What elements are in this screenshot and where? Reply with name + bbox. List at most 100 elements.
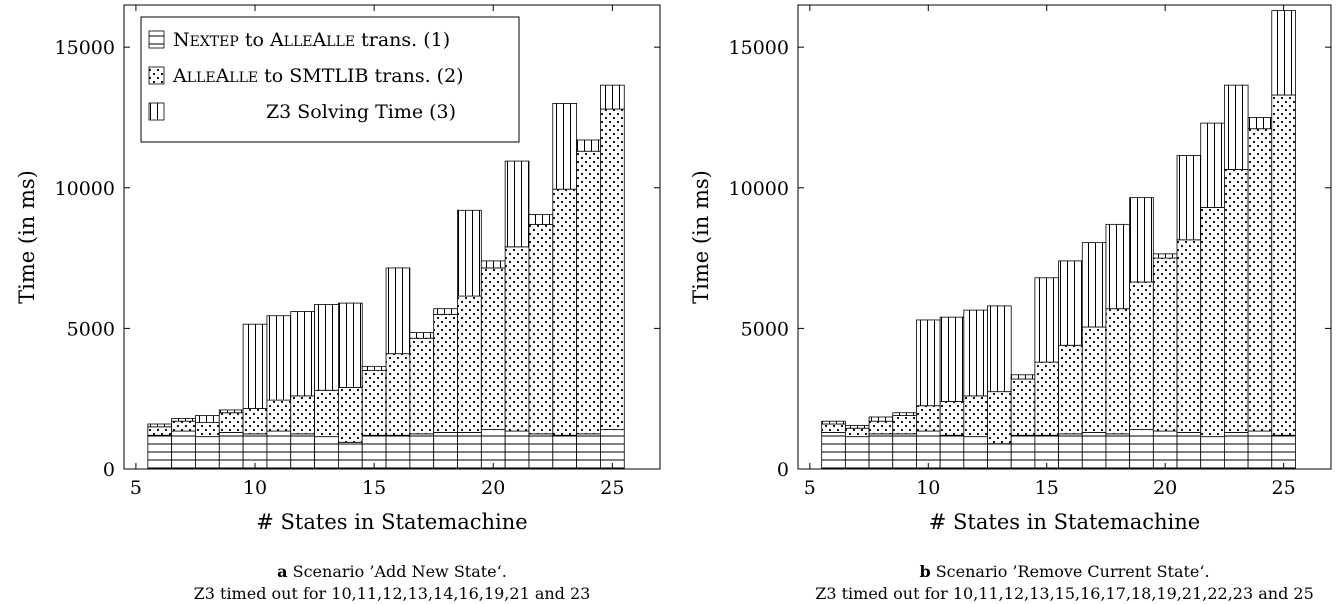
bar-segment-series-2-x-7: [171, 420, 196, 432]
legend-text-part: N: [173, 29, 190, 51]
bar-segment-series-1-x-12: [963, 436, 988, 470]
bar-segment-series-3-x-17: [1081, 242, 1107, 328]
bar-segment-series-2-x-25: [600, 108, 625, 431]
chart-remove-current-state: 5 10 15 20 25 0 5000 10000 15000 # States in Sta…: [689, 4, 1332, 603]
bar-segment-series-3-x-12: [290, 311, 315, 397]
x-tick-label: 10: [916, 477, 940, 499]
bar-segment-series-1-x-14: [337, 441, 363, 470]
bar-segment-series-1-x-8: [195, 436, 220, 470]
bar-segment-series-3-x-13: [987, 305, 1012, 393]
bar-segment-series-1-x-19: [457, 432, 482, 470]
axis-ticks: 5 10 15 20 25 0 5000 10000 15000: [55, 5, 660, 499]
bar-segment-series-2-x-21: [1176, 239, 1202, 433]
bar-segment-series-3-x-19: [1129, 197, 1154, 283]
legend-text-part: Z3 Solving Time (3): [266, 101, 456, 123]
bar-segment-series-2-x-9: [218, 412, 244, 433]
bar-segment-series-1-x-9: [218, 432, 244, 470]
bar-segment-series-3-x-14: [1010, 374, 1036, 380]
bar-segment-series-3-x-8: [868, 416, 894, 422]
legend-swatch-1: [148, 30, 165, 49]
y-tick-label: 10000: [729, 178, 789, 200]
bar-segment-series-1-x-7: [171, 430, 196, 470]
legend-swatch-3: [148, 102, 165, 121]
legend-text-part: LLE: [187, 70, 216, 86]
bar-segment-series-2-x-17: [409, 337, 435, 435]
bar-segment-series-1-x-8: [868, 433, 894, 470]
bar-segment-series-1-x-13: [987, 443, 1012, 470]
bar-segment-series-1-x-21: [504, 430, 530, 470]
legend-entry-2: ALLEALLE to SMTLIB trans. (2): [172, 65, 464, 87]
bar-segment-series-3-x-24: [576, 139, 601, 152]
figure-caption: b Scenario ’Remove Current State‘. Z3 ti…: [815, 562, 1314, 603]
legend-text-part: A: [172, 65, 187, 87]
bar-segment-series-1-x-24: [576, 433, 601, 470]
figure-caption: a Scenario ’Add New State‘. Z3 timed out…: [194, 562, 591, 603]
bar-segment-series-1-x-23: [552, 434, 578, 470]
bar-segment-series-1-x-6: [147, 434, 173, 470]
bar-segment-series-1-x-19: [1129, 429, 1154, 470]
x-tick-label: 25: [1272, 477, 1296, 499]
bar-segment-series-1-x-17: [1081, 432, 1107, 470]
bar-segment-series-1-x-24: [1247, 430, 1273, 470]
bar-segment-series-1-x-12: [290, 433, 315, 470]
bar-segment-series-2-x-22: [1200, 207, 1225, 438]
caption-label: b: [919, 562, 930, 581]
bar-segment-series-2-x-22: [528, 223, 554, 435]
bar-segment-series-1-x-6: [821, 432, 846, 470]
y-tick-label: 0: [103, 459, 115, 481]
bar-segment-series-3-x-18: [433, 308, 458, 315]
bar-segment-series-3-x-10: [916, 319, 941, 407]
bar-segment-series-3-x-16: [1058, 260, 1083, 346]
bar-segment-series-3-x-24: [1247, 117, 1273, 130]
x-tick-label: 15: [1035, 477, 1059, 499]
bar-segment-series-3-x-21: [1176, 155, 1202, 241]
bar-segment-series-2-x-13: [314, 389, 339, 438]
bar-segment-series-3-x-22: [1200, 122, 1225, 208]
bar-segment-series-2-x-15: [1034, 361, 1059, 436]
bar-segment-series-2-x-23: [1224, 169, 1249, 433]
bar-segment-series-3-x-6: [147, 423, 173, 428]
bar-segment-series-2-x-14: [1010, 378, 1036, 436]
chart-add-new-state: 5 10 15 20 25 0 5000 10000 15000 # States in Sta…: [15, 4, 661, 603]
bar-segment-series-2-x-10: [242, 408, 268, 435]
bar-segment-series-2-x-9: [892, 415, 917, 435]
bar-group: [821, 10, 1296, 470]
bar-segment-series-2-x-8: [868, 420, 894, 435]
bar-segment-series-3-x-20: [480, 260, 506, 269]
legend: NEXTEP to ALLEALLE trans. (1)ALLEALLE to…: [140, 16, 520, 143]
legend-text-part: LLE: [326, 34, 355, 50]
bar-segment-series-3-x-13: [314, 304, 339, 391]
x-tick-label: 10: [243, 477, 267, 499]
bar-segment-series-1-x-22: [528, 433, 554, 470]
bar-segment-series-1-x-16: [1058, 433, 1083, 470]
bar-segment-series-3-x-25: [1271, 10, 1296, 96]
bar-segment-series-3-x-10: [242, 323, 268, 409]
y-axis-label: Time (in ms): [689, 170, 713, 304]
plot-frame: [123, 4, 661, 470]
bar-group: [147, 84, 625, 470]
bar-segment-series-1-x-23: [1224, 432, 1249, 470]
bar-segment-series-3-x-17: [409, 332, 435, 339]
caption-line-1: a Scenario ’Add New State‘.: [277, 562, 507, 581]
bar-segment-series-2-x-19: [457, 295, 482, 433]
bar-segment-series-3-x-20: [1152, 253, 1178, 259]
bar-segment-series-3-x-11: [939, 316, 965, 402]
bar-segment-series-1-x-11: [266, 430, 292, 470]
legend-text-part: A: [215, 65, 230, 87]
legend-text-part: to A: [239, 29, 284, 51]
bar-segment-series-3-x-18: [1105, 223, 1131, 310]
caption-label: a: [277, 562, 287, 581]
legend-entry-1: NEXTEP to ALLEALLE trans. (1): [173, 29, 450, 51]
x-axis-label: # States in Statemachine: [256, 510, 527, 534]
y-axis-label: Time (in ms): [15, 170, 39, 304]
caption-line-2: Z3 timed out for 10,11,12,13,14,16,19,21…: [194, 584, 591, 603]
bar-segment-series-2-x-6: [147, 426, 173, 436]
bar-segment-series-2-x-12: [963, 395, 988, 438]
bar-segment-series-2-x-14: [337, 387, 363, 443]
y-tick-label: 0: [777, 459, 789, 481]
bar-segment-series-3-x-23: [1224, 84, 1249, 170]
bar-segment-series-3-x-7: [171, 417, 196, 422]
y-tick-label: 15000: [55, 37, 115, 59]
bar-segment-series-2-x-20: [480, 267, 506, 431]
bar-segment-series-2-x-24: [1247, 128, 1273, 432]
